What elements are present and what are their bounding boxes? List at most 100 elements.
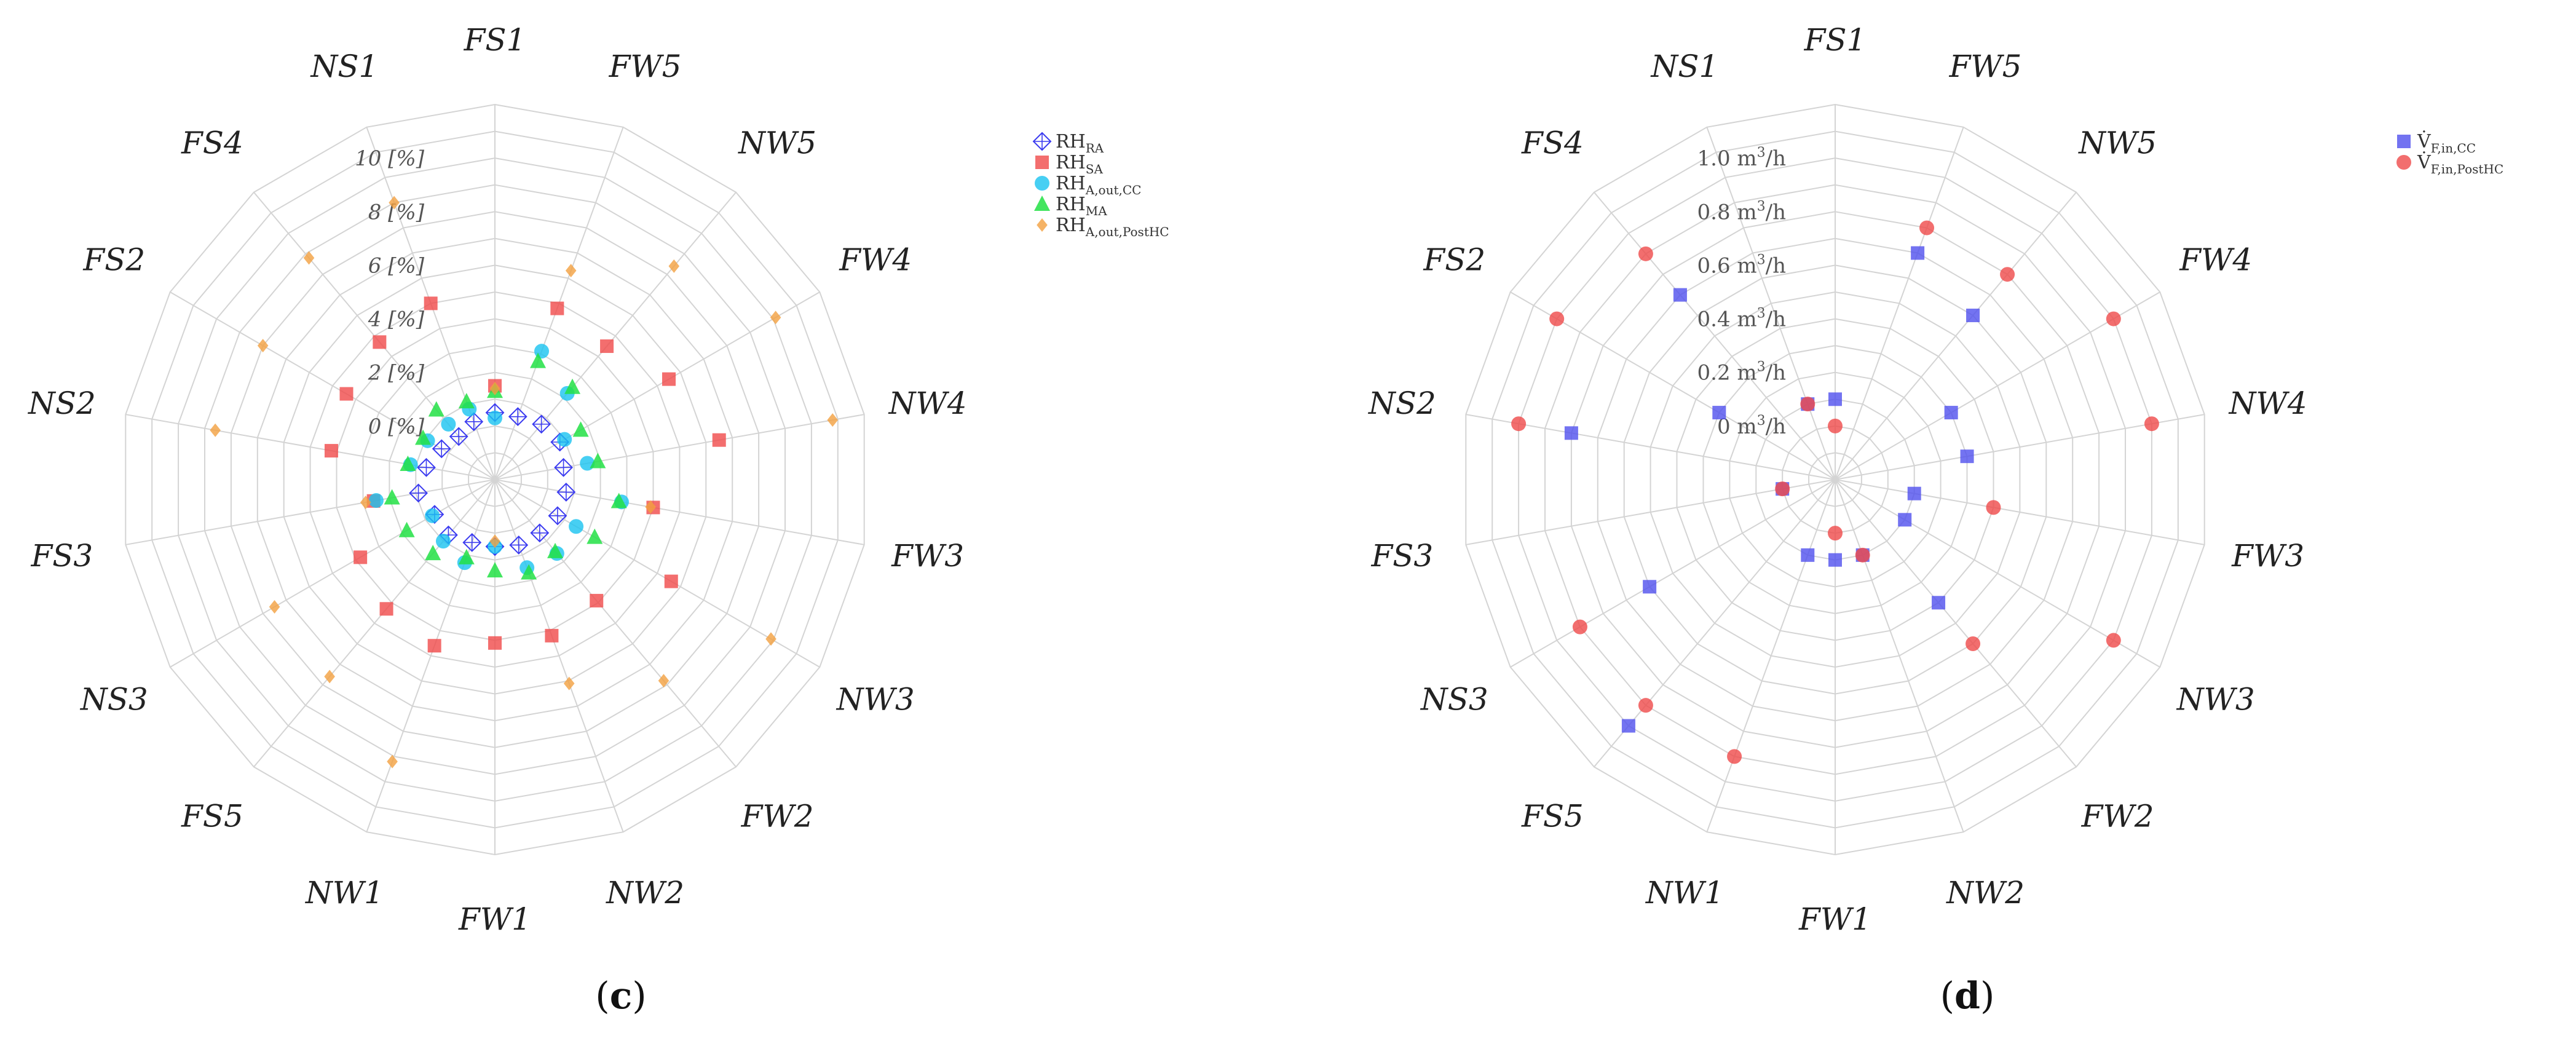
caption-paren: ( [595, 975, 609, 1018]
tick-text: /h [1766, 414, 1786, 439]
data-point [1911, 246, 1925, 260]
data-point [409, 483, 428, 503]
legend-subscript: A,out,PostHC [1085, 224, 1169, 239]
data-point [548, 506, 567, 526]
radial-tick-label: 6 [%] [368, 253, 425, 278]
data-point [2106, 311, 2121, 326]
axis-label-FS4: FS4 [181, 125, 243, 160]
grid-spoke [494, 192, 737, 480]
grid-spoke [1466, 479, 1836, 545]
axis-label-FS1: FS1 [464, 22, 526, 58]
data-point [1828, 526, 1843, 541]
data-point [509, 536, 529, 555]
data-point [770, 310, 781, 325]
grid-spoke [1835, 479, 2077, 767]
grid-spoke [366, 479, 496, 832]
series-3 [384, 352, 627, 580]
radial-tick-label: 10 [%] [355, 146, 425, 171]
data-point [1828, 553, 1842, 567]
legend-marker [1035, 156, 1049, 169]
data-point [545, 628, 559, 643]
radial-tick-label: 2 [%] [368, 361, 425, 386]
data-point [554, 457, 573, 477]
radial-tick-label: 0 [%] [368, 414, 425, 439]
grid-spoke [1510, 479, 1836, 668]
legend-name: V̇ [2417, 131, 2432, 152]
grid-spoke [1594, 192, 1836, 480]
data-point [424, 296, 438, 310]
data-point [521, 564, 537, 580]
data-point [257, 339, 269, 353]
data-point [590, 593, 604, 607]
caption-paren: ( [1940, 975, 1954, 1018]
data-point [458, 393, 475, 409]
axis-label-FS5: FS5 [181, 799, 243, 834]
axis-label-NS3: NS3 [1420, 682, 1488, 718]
data-point [547, 542, 564, 558]
data-point [645, 500, 656, 514]
data-point [427, 639, 441, 653]
data-point [425, 545, 441, 561]
data-point [1907, 486, 1921, 500]
data-point [658, 674, 670, 688]
axis-label-NW4: NW4 [2229, 386, 2307, 421]
radar-grid [125, 103, 865, 856]
grid-spoke [494, 479, 624, 832]
data-point [1801, 548, 1815, 562]
grid-spoke [494, 479, 737, 767]
legend-name: RH [1056, 173, 1086, 194]
axis-label-NW3: NW3 [2176, 682, 2255, 718]
caption-letter: c [610, 975, 633, 1018]
tick-sup: 3 [1757, 145, 1766, 160]
data-point [532, 414, 551, 434]
tick-text: 0.6 m [1697, 253, 1757, 278]
grid-spoke [1706, 479, 1836, 832]
data-point [379, 602, 393, 616]
data-point [1775, 481, 1790, 497]
grid-spoke [170, 479, 496, 668]
axis-label-FW4: FW4 [839, 242, 912, 278]
radar-grid [1465, 103, 2205, 856]
axis-label-NS1: NS1 [310, 49, 379, 84]
caption-letter: d [1954, 975, 1980, 1018]
data-point [587, 528, 603, 544]
data-point [441, 416, 456, 432]
data-point [1638, 698, 1653, 713]
axis-label-FS1: FS1 [1804, 22, 1867, 58]
tick-text: /h [1766, 253, 1786, 278]
data-point [600, 339, 614, 354]
data-point [664, 574, 678, 588]
radial-tick-label: 4 [%] [368, 307, 425, 332]
grid-spoke [494, 291, 820, 480]
data-point [1966, 636, 1981, 652]
tick-text: /h [1766, 307, 1786, 332]
data-point [487, 562, 503, 578]
grid-spoke [1835, 479, 2160, 668]
data-point [415, 429, 432, 445]
axis-label-NW4: NW4 [888, 386, 967, 421]
data-point [572, 421, 589, 437]
grid-spoke [1466, 414, 1836, 480]
data-point [389, 196, 400, 210]
legend-name: RH [1056, 194, 1086, 215]
data-point [1549, 311, 1565, 326]
axis-label-NW2: NW2 [606, 875, 684, 911]
data-point [384, 489, 400, 505]
axis-label-NW1: NW1 [1645, 875, 1724, 911]
legend-name: RH [1056, 215, 1086, 236]
grid-spoke [1835, 479, 1964, 832]
data-point [488, 410, 502, 425]
grid-spoke [1594, 479, 1836, 767]
grid-spoke [1835, 192, 2077, 480]
legend-marker [2397, 135, 2411, 148]
axis-label-FS3: FS3 [30, 538, 93, 574]
tick-text: 0.2 m [1697, 361, 1757, 386]
tick-sup: 3 [1757, 306, 1766, 322]
data-point [488, 636, 502, 650]
data-point [1828, 418, 1843, 433]
data-point [339, 387, 354, 401]
data-point [1727, 749, 1742, 764]
data-point [590, 453, 606, 469]
data-point [1572, 619, 1587, 635]
